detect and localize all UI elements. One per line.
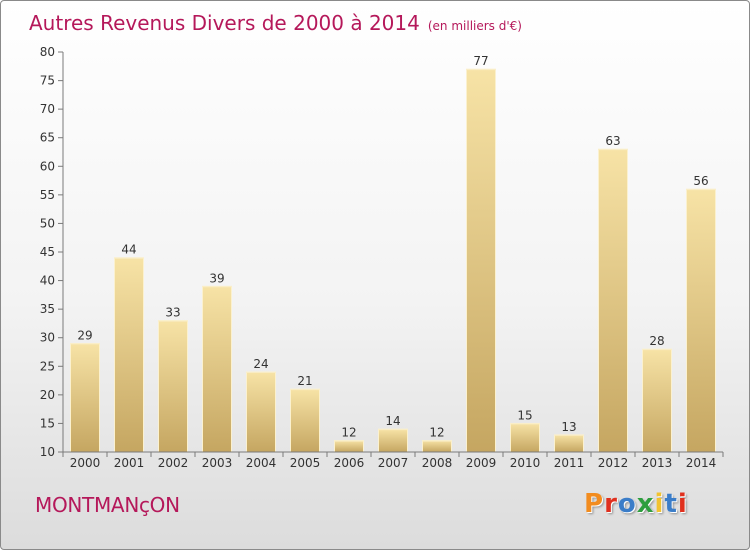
x-tick-label: 2004 [246, 456, 277, 470]
data-label-2005: 21 [297, 374, 312, 388]
x-tick-label: 2001 [114, 456, 145, 470]
data-label-2002: 33 [165, 306, 180, 320]
bar-2006 [334, 440, 364, 453]
data-label-2014: 56 [693, 174, 708, 188]
data-label-2007: 14 [385, 414, 400, 428]
y-tick-label: 50 [40, 216, 55, 230]
bar-2007 [378, 428, 408, 453]
bars: 29 44 33 39 24 21 12 14 12 77 15 13 63 28 56 [70, 54, 716, 453]
y-tick-label: 30 [40, 331, 55, 345]
bar-2002 [158, 320, 188, 453]
x-tick-label: 2006 [334, 456, 365, 470]
y-axis: 10 15 20 25 30 35 40 45 50 55 60 65 70 75 80 [40, 45, 64, 459]
data-label-2009: 77 [473, 54, 488, 68]
y-tick-label: 35 [40, 302, 55, 316]
chart-title: Autres Revenus Divers de 2000 à 2014 (en … [29, 11, 522, 35]
x-tick-label: 2005 [290, 456, 321, 470]
x-tick-label: 2013 [642, 456, 673, 470]
bar-2013 [642, 348, 672, 453]
y-tick-label: 40 [40, 274, 55, 288]
x-tick-label: 2014 [686, 456, 717, 470]
data-label-2004: 24 [253, 357, 268, 371]
chart-title-main: Autres Revenus Divers de 2000 à 2014 [29, 11, 420, 35]
bar-2009 [466, 68, 496, 453]
y-tick-label: 75 [40, 74, 55, 88]
bar-2001 [114, 257, 144, 453]
data-label-2013: 28 [649, 334, 664, 348]
bar-2014 [686, 188, 716, 453]
data-label-2000: 29 [77, 328, 92, 342]
logo-letter: P [584, 489, 605, 519]
location-name: MONTMANçON [35, 493, 180, 517]
data-label-2003: 39 [209, 271, 224, 285]
y-tick-label: 80 [40, 45, 55, 59]
x-axis: 2000 2001 2002 2003 2004 2005 2006 2007 2008 2009… [62, 451, 724, 470]
y-tick-label: 60 [40, 159, 55, 173]
bar-2008 [422, 440, 452, 453]
x-tick-label: 2012 [598, 456, 629, 470]
data-label-2006: 12 [341, 426, 356, 440]
data-label-2010: 15 [517, 408, 532, 422]
x-tick-label: 2010 [510, 456, 541, 470]
bar-2005 [290, 388, 320, 453]
logo-letter: i [677, 489, 688, 519]
logo-letter: t [664, 489, 678, 519]
data-label-2008: 12 [429, 426, 444, 440]
data-label-2012: 63 [605, 134, 620, 148]
y-tick-label: 70 [40, 102, 55, 116]
logo-letter: i [654, 489, 665, 519]
chart-title-unit: (en milliers d'€) [427, 19, 522, 33]
y-tick-label: 15 [40, 416, 55, 430]
y-tick-label: 25 [40, 359, 55, 373]
bar-2003 [202, 285, 232, 453]
proxiti-logo: Proxiti [584, 489, 688, 519]
x-tick-label: 2002 [158, 456, 189, 470]
bar-2010 [510, 422, 540, 453]
x-tick-label: 2000 [70, 456, 101, 470]
data-label-2011: 13 [561, 420, 576, 434]
bar-2000 [70, 342, 100, 453]
bar-2004 [246, 371, 276, 453]
x-tick-label: 2009 [466, 456, 497, 470]
x-tick-label: 2003 [202, 456, 233, 470]
bar-2012 [598, 148, 628, 453]
logo-letter: r [604, 489, 618, 519]
y-tick-label: 45 [40, 245, 55, 259]
data-label-2001: 44 [121, 243, 136, 257]
bar-2011 [554, 434, 584, 453]
y-tick-label: 10 [40, 445, 55, 459]
logo-letter: o [617, 489, 637, 519]
y-tick-label: 55 [40, 188, 55, 202]
y-tick-label: 65 [40, 131, 55, 145]
x-tick-label: 2011 [554, 456, 585, 470]
x-tick-label: 2008 [422, 456, 453, 470]
x-tick-label: 2007 [378, 456, 409, 470]
y-tick-label: 20 [40, 388, 55, 402]
logo-letter: x [636, 489, 655, 519]
